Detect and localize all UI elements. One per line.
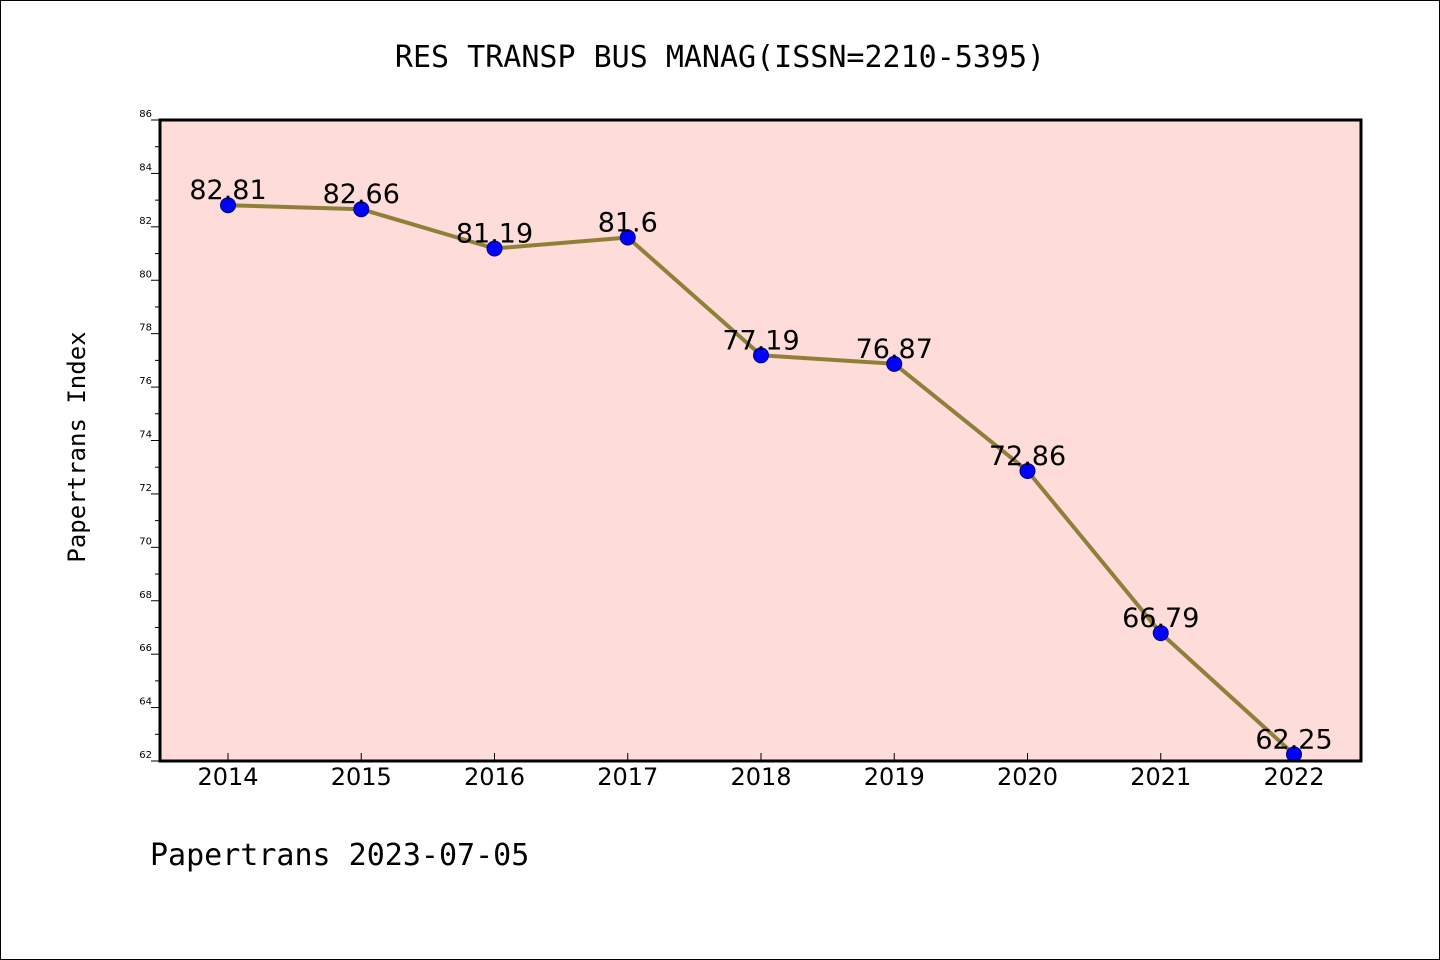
data-label: 81.19	[456, 218, 533, 249]
x-tick-label: 2022	[1263, 763, 1324, 791]
data-label: 77.19	[722, 325, 799, 356]
data-label: 66.79	[1122, 603, 1199, 634]
x-tick-label: 2017	[597, 763, 658, 791]
data-label: 82.81	[189, 175, 266, 206]
data-labels: 82.81 82.66 81.19 81.6 77.19 76.87 72.86 66.79 6…	[189, 175, 1332, 755]
data-label: 81.6	[598, 208, 658, 239]
x-tick-label: 2014	[197, 763, 258, 791]
data-label: 82.66	[323, 179, 400, 210]
data-point	[486, 240, 503, 257]
x-tick-label: 2020	[997, 763, 1058, 791]
x-axis-ticks: 2014 2015 2016 2017 2018 2019 2020 2021 2022	[197, 753, 1325, 791]
data-point	[353, 201, 370, 218]
y-tick-label: 78	[139, 323, 152, 334]
x-tick-label: 2021	[1130, 763, 1191, 791]
y-axis-label: Papertrans Index	[63, 331, 91, 562]
plot-area	[160, 120, 1361, 761]
y-tick-label: 82	[139, 216, 152, 227]
y-tick-label: 64	[139, 697, 152, 708]
data-point	[619, 229, 636, 246]
data-point	[753, 347, 769, 364]
series-markers	[220, 197, 1302, 763]
data-point	[220, 197, 236, 214]
y-tick-label: 72	[139, 483, 152, 494]
y-axis-ticks: 62 64 66 68 70 72 74 76 78 80 82 84 86	[139, 109, 160, 762]
chart-title: RES TRANSP BUS MANAG(ISSN=2210-5395)	[395, 40, 1045, 75]
data-label: 72.86	[989, 441, 1066, 472]
y-tick-label: 74	[139, 430, 152, 441]
y-tick-label: 84	[139, 162, 152, 173]
x-tick-label: 2016	[464, 763, 525, 791]
data-point	[1152, 625, 1169, 642]
y-tick-label: 66	[139, 643, 152, 654]
footer-text: Papertrans 2023-07-05	[150, 838, 529, 873]
x-tick-label: 2018	[730, 763, 791, 791]
y-tick-label: 76	[139, 376, 152, 387]
y-tick-label: 86	[139, 109, 152, 120]
y-tick-label: 80	[139, 269, 152, 280]
data-point	[1019, 462, 1036, 479]
data-label: 62.25	[1255, 724, 1332, 755]
x-tick-label: 2015	[331, 763, 392, 791]
y-tick-label: 62	[139, 750, 152, 761]
y-tick-label: 70	[139, 536, 152, 547]
y-tick-label: 68	[139, 590, 152, 601]
plot-frame	[158, 118, 1363, 763]
x-tick-label: 2019	[864, 763, 925, 791]
data-label: 76.87	[856, 334, 933, 365]
data-point	[886, 355, 903, 372]
